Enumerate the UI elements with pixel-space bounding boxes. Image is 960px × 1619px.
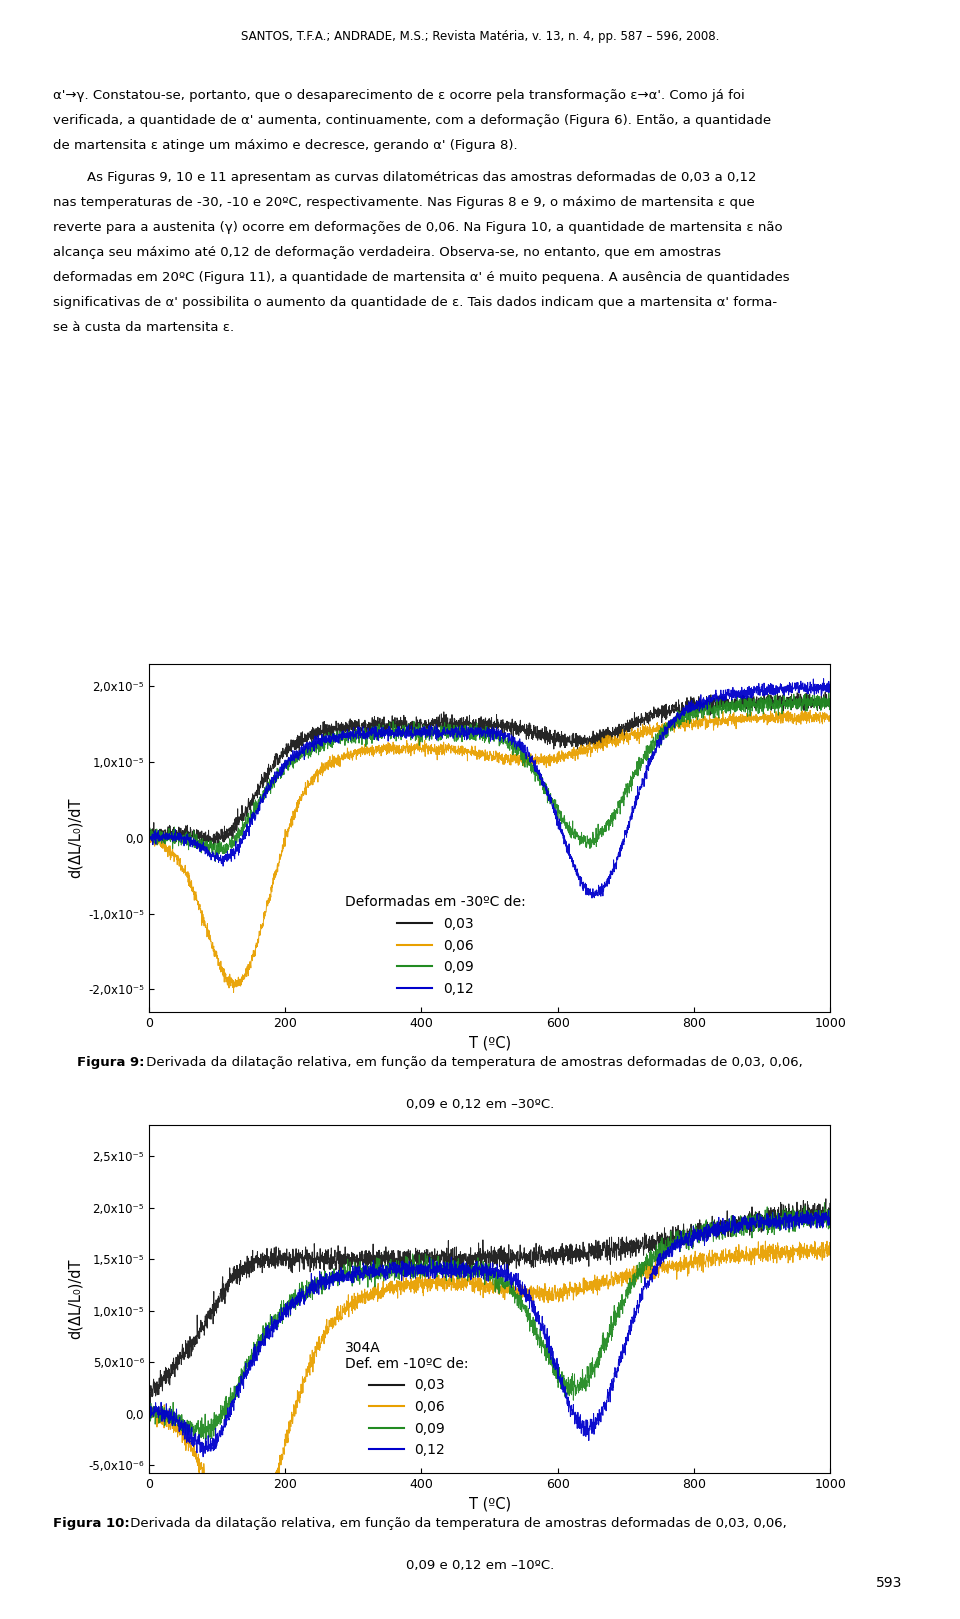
Text: verificada, a quantidade de α' aumenta, continuamente, com a deformação (Figura : verificada, a quantidade de α' aumenta, …	[53, 113, 771, 128]
Legend: 0,03, 0,06, 0,09, 0,12: 0,03, 0,06, 0,09, 0,12	[340, 890, 532, 1002]
Text: alcança seu máximo até 0,12 de deformação verdadeira. Observa-se, no entanto, qu: alcança seu máximo até 0,12 de deformaçã…	[53, 246, 721, 259]
Text: 0,09 e 0,12 em –10ºC.: 0,09 e 0,12 em –10ºC.	[406, 1559, 554, 1572]
Text: deformadas em 20ºC (Figura 11), a quantidade de martensita α' é muito pequena. A: deformadas em 20ºC (Figura 11), a quanti…	[53, 270, 789, 285]
Text: SANTOS, T.F.A.; ANDRADE, M.S.; Revista Matéria, v. 13, n. 4, pp. 587 – 596, 2008: SANTOS, T.F.A.; ANDRADE, M.S.; Revista M…	[241, 29, 719, 44]
Text: se à custa da martensita ε.: se à custa da martensita ε.	[53, 321, 234, 335]
Text: α'→γ. Constatou-se, portanto, que o desaparecimento de ε ocorre pela transformaç: α'→γ. Constatou-se, portanto, que o desa…	[53, 89, 745, 102]
Text: de martensita ε atinge um máximo e decresce, gerando α' (Figura 8).: de martensita ε atinge um máximo e decre…	[53, 139, 517, 152]
X-axis label: T (ºC): T (ºC)	[468, 1035, 511, 1051]
Text: Derivada da dilatação relativa, em função da temperatura de amostras deformadas : Derivada da dilatação relativa, em funçã…	[142, 1056, 803, 1069]
Legend: 0,03, 0,06, 0,09, 0,12: 0,03, 0,06, 0,09, 0,12	[340, 1336, 474, 1464]
X-axis label: T (ºC): T (ºC)	[468, 1496, 511, 1512]
Text: Figura 9:: Figura 9:	[77, 1056, 144, 1069]
Text: reverte para a austenita (γ) ocorre em deformações de 0,06. Na Figura 10, a quan: reverte para a austenita (γ) ocorre em d…	[53, 220, 782, 235]
Y-axis label: d(ΔL/L₀)/dT: d(ΔL/L₀)/dT	[68, 1260, 83, 1339]
Text: Figura 10:: Figura 10:	[53, 1517, 130, 1530]
Text: 0,09 e 0,12 em –30ºC.: 0,09 e 0,12 em –30ºC.	[406, 1098, 554, 1111]
Text: 593: 593	[876, 1575, 902, 1590]
Text: significativas de α' possibilita o aumento da quantidade de ε. Tais dados indica: significativas de α' possibilita o aumen…	[53, 296, 777, 309]
Text: Derivada da dilatação relativa, em função da temperatura de amostras deformadas : Derivada da dilatação relativa, em funçã…	[126, 1517, 786, 1530]
Text: As Figuras 9, 10 e 11 apresentam as curvas dilatométricas das amostras deformada: As Figuras 9, 10 e 11 apresentam as curv…	[53, 170, 756, 185]
Y-axis label: d(ΔL/L₀)/dT: d(ΔL/L₀)/dT	[67, 798, 83, 877]
Text: nas temperaturas de -30, -10 e 20ºC, respectivamente. Nas Figuras 8 e 9, o máxim: nas temperaturas de -30, -10 e 20ºC, res…	[53, 196, 755, 209]
